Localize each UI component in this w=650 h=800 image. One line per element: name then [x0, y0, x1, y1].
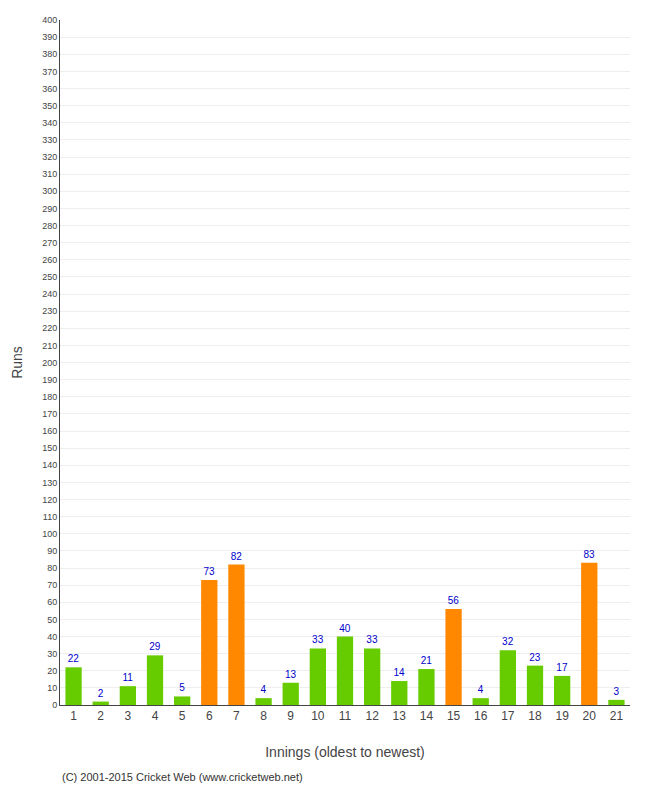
svg-text:210: 210: [42, 341, 57, 351]
svg-text:50: 50: [47, 615, 57, 625]
svg-text:14: 14: [420, 709, 434, 723]
svg-text:17: 17: [556, 662, 568, 673]
svg-text:0: 0: [52, 700, 57, 710]
svg-text:310: 310: [42, 169, 57, 179]
svg-text:3: 3: [613, 686, 619, 697]
svg-text:18: 18: [528, 709, 542, 723]
svg-text:4: 4: [478, 684, 484, 695]
svg-text:160: 160: [42, 426, 57, 436]
svg-text:380: 380: [42, 49, 57, 59]
svg-text:8: 8: [260, 709, 267, 723]
svg-text:4: 4: [152, 709, 159, 723]
svg-text:270: 270: [42, 238, 57, 248]
svg-text:20: 20: [583, 709, 597, 723]
svg-text:350: 350: [42, 101, 57, 111]
svg-text:110: 110: [43, 512, 57, 522]
svg-text:73: 73: [204, 566, 216, 577]
svg-text:230: 230: [42, 306, 57, 316]
svg-text:360: 360: [42, 84, 57, 94]
svg-text:140: 140: [42, 460, 57, 470]
svg-text:180: 180: [42, 392, 57, 402]
svg-text:22: 22: [68, 653, 80, 664]
svg-text:120: 120: [42, 495, 57, 505]
svg-text:1: 1: [70, 709, 77, 723]
svg-text:13: 13: [285, 669, 297, 680]
svg-text:280: 280: [42, 221, 57, 231]
svg-text:370: 370: [42, 67, 57, 77]
svg-text:23: 23: [529, 652, 541, 663]
svg-text:400: 400: [42, 15, 57, 25]
svg-text:11: 11: [339, 709, 352, 723]
svg-text:10: 10: [47, 683, 57, 693]
svg-text:9: 9: [287, 709, 294, 723]
svg-text:83: 83: [584, 549, 596, 560]
svg-text:30: 30: [47, 649, 57, 659]
svg-text:3: 3: [125, 709, 132, 723]
svg-text:4: 4: [261, 684, 267, 695]
svg-text:260: 260: [42, 255, 57, 265]
svg-text:Innings (oldest to newest): Innings (oldest to newest): [265, 744, 425, 760]
svg-text:150: 150: [42, 443, 57, 453]
svg-text:250: 250: [42, 272, 57, 282]
svg-text:11: 11: [122, 672, 133, 683]
svg-text:2: 2: [98, 688, 104, 699]
svg-text:390: 390: [42, 32, 57, 42]
svg-text:Runs: Runs: [9, 346, 25, 379]
svg-text:56: 56: [448, 595, 460, 606]
svg-text:(C) 2001-2015 Cricket Web (www: (C) 2001-2015 Cricket Web (www.cricketwe…: [62, 771, 303, 783]
svg-text:7: 7: [233, 709, 240, 723]
svg-text:14: 14: [394, 667, 406, 678]
svg-text:16: 16: [474, 709, 488, 723]
svg-text:340: 340: [42, 118, 57, 128]
svg-text:100: 100: [42, 529, 57, 539]
svg-text:15: 15: [447, 709, 461, 723]
svg-text:320: 320: [42, 152, 57, 162]
svg-text:21: 21: [610, 709, 624, 723]
svg-text:220: 220: [42, 323, 57, 333]
svg-text:80: 80: [47, 563, 57, 573]
svg-text:170: 170: [42, 409, 57, 419]
svg-text:13: 13: [393, 709, 407, 723]
svg-text:290: 290: [42, 204, 57, 214]
svg-text:29: 29: [149, 641, 161, 652]
svg-text:5: 5: [179, 682, 185, 693]
svg-text:6: 6: [206, 709, 213, 723]
svg-text:21: 21: [421, 655, 433, 666]
svg-text:12: 12: [365, 709, 379, 723]
svg-text:19: 19: [555, 709, 569, 723]
svg-text:190: 190: [42, 375, 57, 385]
svg-text:40: 40: [47, 632, 57, 642]
svg-text:2: 2: [97, 709, 104, 723]
svg-text:90: 90: [47, 546, 57, 556]
svg-text:300: 300: [42, 186, 57, 196]
svg-text:33: 33: [312, 634, 324, 645]
svg-text:33: 33: [366, 634, 378, 645]
svg-text:330: 330: [42, 135, 57, 145]
svg-text:32: 32: [502, 636, 514, 647]
svg-text:10: 10: [311, 709, 325, 723]
svg-text:200: 200: [42, 358, 57, 368]
svg-text:70: 70: [47, 580, 57, 590]
svg-text:60: 60: [47, 597, 57, 607]
svg-text:17: 17: [501, 709, 515, 723]
svg-text:240: 240: [42, 289, 57, 299]
svg-text:20: 20: [47, 666, 57, 676]
svg-text:82: 82: [231, 551, 243, 562]
svg-text:130: 130: [42, 478, 57, 488]
svg-text:5: 5: [179, 709, 186, 723]
svg-text:40: 40: [339, 623, 351, 634]
